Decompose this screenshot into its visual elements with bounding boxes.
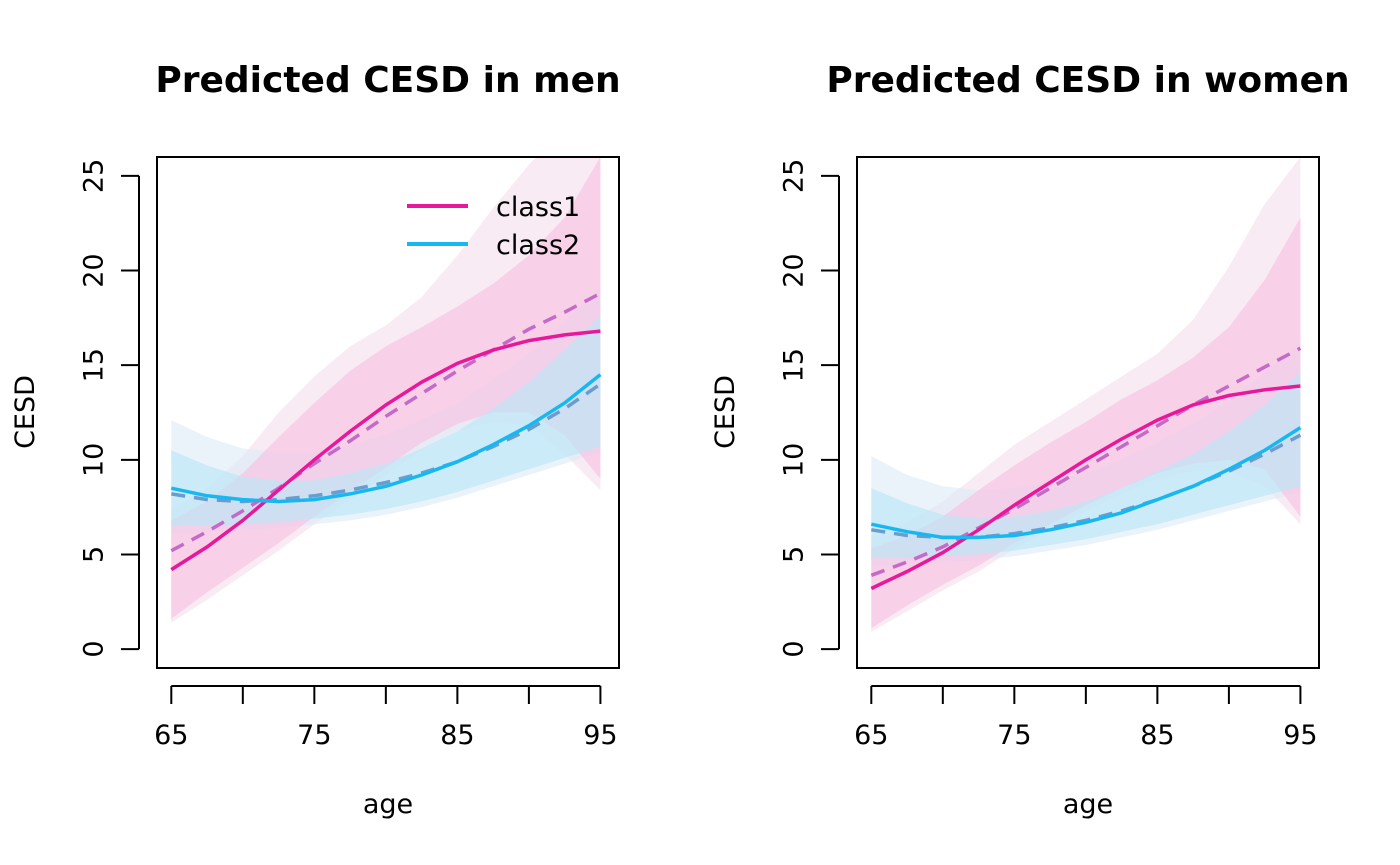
y-tick-label-women: 5 <box>779 546 810 563</box>
chart-title-women: Predicted CESD in women <box>826 60 1349 101</box>
legend-label-class2: class2 <box>496 230 580 261</box>
plot-frame-women <box>856 156 1320 669</box>
y-tick-label-men: 0 <box>79 640 110 657</box>
observed-line-class1-women <box>870 346 1302 577</box>
x-tick-label-women: 85 <box>1140 720 1174 751</box>
y-tick-label-women: 25 <box>779 159 810 193</box>
series-layer-men <box>170 157 602 623</box>
axes-men: 65 75 85 95 0 5 10 15 20 25 <box>79 159 618 751</box>
predicted-line-class2-women <box>870 426 1302 540</box>
x-tick-label-women: 75 <box>997 720 1031 751</box>
y-tick-label-men: 10 <box>79 443 110 477</box>
predicted-line-class1-women <box>870 384 1301 591</box>
x-tick-label-men: 95 <box>583 720 617 751</box>
x-tick-label-men: 85 <box>440 720 474 751</box>
legend-label-class1: class1 <box>496 192 580 223</box>
y-tick-label-men: 15 <box>79 348 110 382</box>
x-axis-label-men: age <box>363 789 413 820</box>
y-tick-label-men: 5 <box>79 546 110 563</box>
ci-inner-band-class2-women <box>871 372 1301 559</box>
y-tick-label-men: 20 <box>79 253 110 287</box>
plot-area-men <box>170 157 602 623</box>
chart-title-men: Predicted CESD in men <box>155 60 620 101</box>
ci-inner-band-class2-men <box>171 316 601 527</box>
y-tick-label-men: 25 <box>79 159 110 193</box>
x-tick-label-men: 75 <box>297 720 331 751</box>
y-axis-label-women: CESD <box>710 375 741 449</box>
plot-frame-men <box>156 156 620 669</box>
observed-line-class2-men <box>171 382 602 504</box>
axes-women: 65 75 85 95 0 5 10 15 20 25 <box>779 159 1318 751</box>
y-tick-label-women: 20 <box>779 253 810 287</box>
y-tick-label-women: 0 <box>779 640 810 657</box>
y-tick-label-women: 10 <box>779 443 810 477</box>
predicted-line-class2-men <box>170 373 602 504</box>
observed-line-class1-men <box>170 291 602 553</box>
x-tick-label-men: 65 <box>154 720 188 751</box>
panel-women: Predicted CESD in women age CESD 65 75 85 9… <box>710 60 1350 820</box>
predicted-line-class1-men <box>170 329 601 572</box>
y-axis-label-men: CESD <box>10 375 41 449</box>
panel-men: Predicted CESD in men age CESD 65 75 85 95 0… <box>10 60 621 820</box>
legend: class1 class2 <box>407 192 580 261</box>
y-tick-label-women: 15 <box>779 348 810 382</box>
plot-area-women <box>870 157 1302 632</box>
x-tick-label-women: 65 <box>854 720 888 751</box>
x-axis-label-women: age <box>1063 789 1113 820</box>
x-tick-label-women: 95 <box>1283 720 1317 751</box>
series-layer-women <box>870 157 1302 632</box>
